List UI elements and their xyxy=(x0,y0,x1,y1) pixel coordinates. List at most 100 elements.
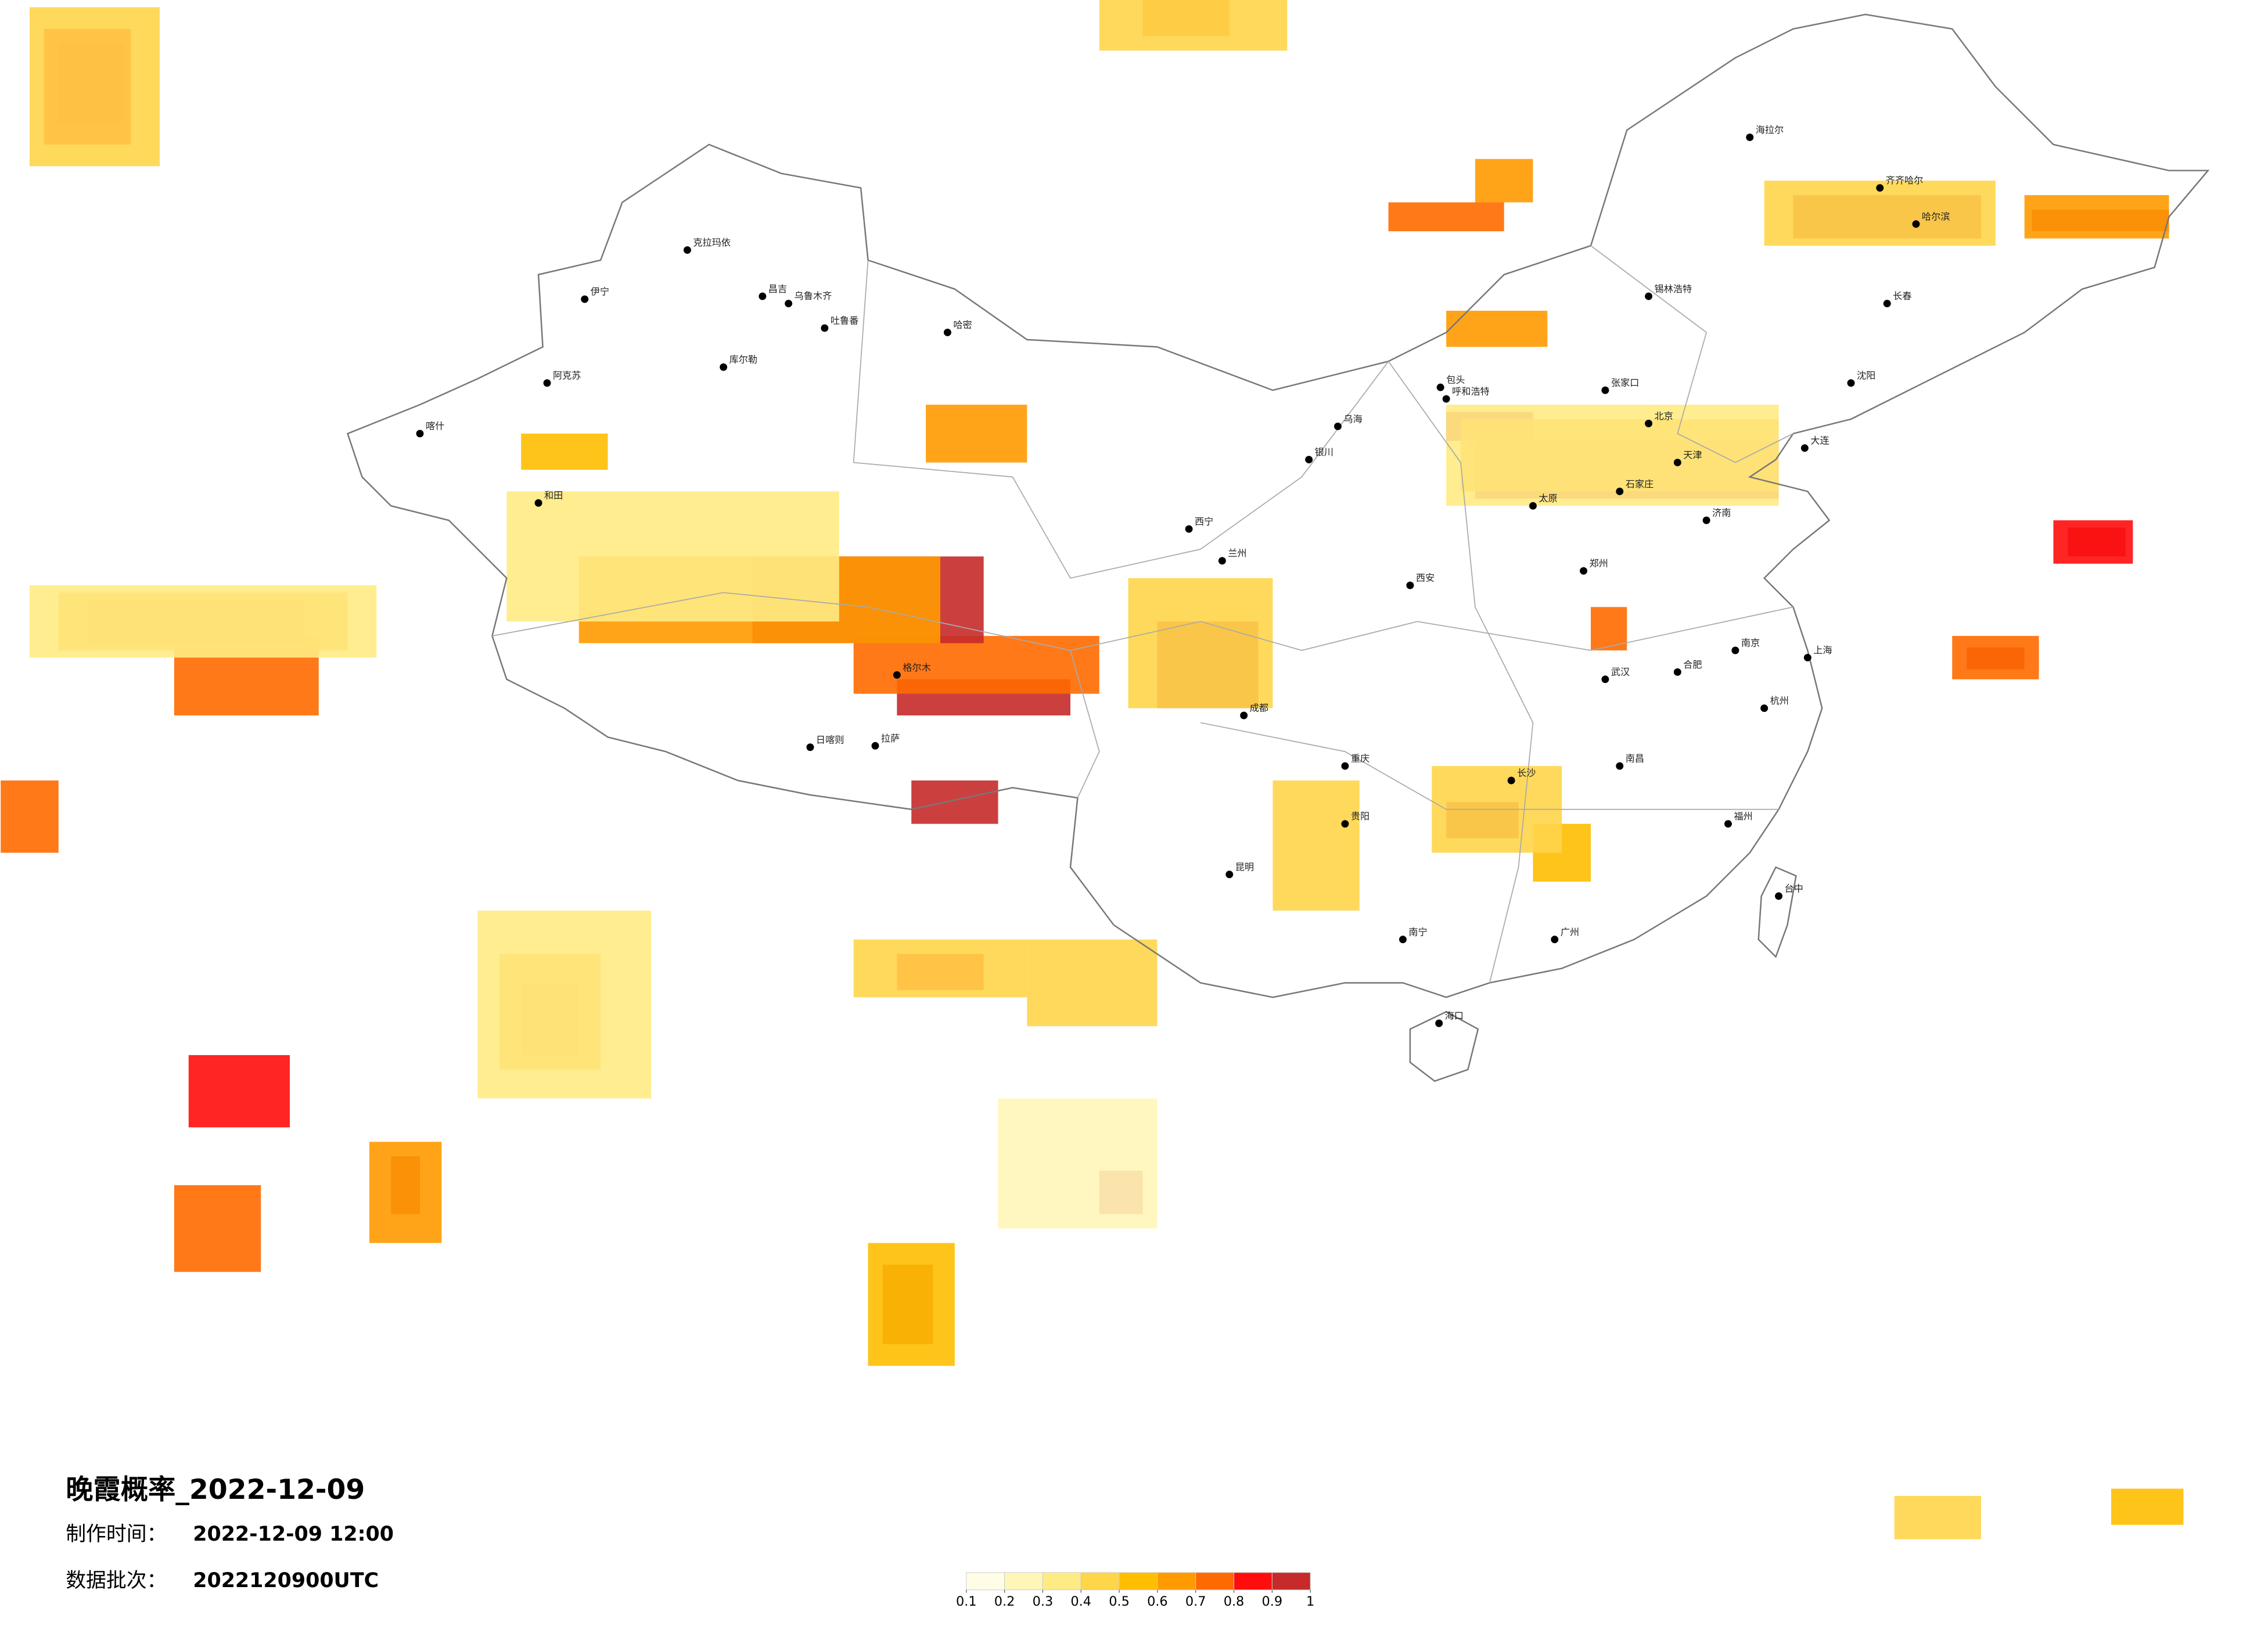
city-dot xyxy=(806,743,814,751)
city-dot xyxy=(416,430,424,438)
colorbar-box xyxy=(1119,1572,1158,1591)
city-dot xyxy=(1803,653,1811,661)
heat-cell xyxy=(1446,404,1779,506)
colorbar-label: 0.5 xyxy=(1109,1594,1130,1609)
colorbar-label: 1 xyxy=(1306,1594,1314,1609)
city-dot xyxy=(683,246,691,254)
city-label: 日喀则 xyxy=(816,734,844,745)
city-label: 南宁 xyxy=(1408,926,1427,937)
city-dot xyxy=(1341,820,1349,828)
colorbar-label: 0.2 xyxy=(994,1594,1015,1609)
heat-cell xyxy=(1475,159,1533,203)
city-label: 上海 xyxy=(1813,645,1832,656)
city-label: 长春 xyxy=(1893,290,1911,301)
city-label: 格尔木 xyxy=(903,662,930,673)
heat-cell xyxy=(853,636,1099,694)
city-label: 阿克苏 xyxy=(553,370,581,381)
city-dot xyxy=(1406,581,1414,589)
city-dot xyxy=(1616,762,1624,770)
city-dot xyxy=(943,328,951,336)
heat-cell xyxy=(2053,520,2133,564)
city-label: 吐鲁番 xyxy=(831,315,858,326)
colorbar-box xyxy=(1157,1572,1196,1591)
legend: 0.1 0.2 0.3 0.4 0.5 0.6 0.7 0.8 0.9 1 xyxy=(956,1572,1314,1609)
city-dot xyxy=(1673,458,1681,466)
country-outline xyxy=(346,13,2210,1082)
city-dot xyxy=(543,379,551,387)
colorbar-label: 0.1 xyxy=(956,1594,977,1609)
heat-cell xyxy=(853,939,1027,998)
taiwan xyxy=(1757,866,1797,958)
city-dot xyxy=(1760,704,1769,713)
heat-cell xyxy=(29,585,377,658)
heat-cell xyxy=(369,1142,442,1243)
colorbar-box xyxy=(1004,1572,1043,1591)
colorbar-box xyxy=(1271,1572,1311,1591)
city-label: 重庆 xyxy=(1351,753,1370,764)
city-dot xyxy=(1912,220,1920,228)
heat-cell xyxy=(174,1185,261,1272)
city-label: 乌海 xyxy=(1343,413,1362,425)
city-label: 贵阳 xyxy=(1351,811,1370,822)
city-dot xyxy=(1218,557,1226,565)
city-label: 长沙 xyxy=(1517,768,1536,779)
city-label: 锡林浩特 xyxy=(1655,283,1692,294)
city-dot xyxy=(1551,936,1559,944)
info-label: 制作时间： xyxy=(66,1523,167,1546)
heat-cell xyxy=(1388,202,1504,232)
city-dot xyxy=(1185,525,1193,533)
colorbar-label: 0.3 xyxy=(1033,1594,1054,1609)
city-dot xyxy=(1775,892,1783,900)
city-dot xyxy=(720,363,728,371)
city-label: 杭州 xyxy=(1770,695,1789,706)
heat-cell xyxy=(911,780,998,824)
heat-cell xyxy=(29,7,160,167)
city-label: 南京 xyxy=(1741,638,1760,649)
city-label: 沈阳 xyxy=(1857,370,1875,381)
heat-cell xyxy=(1590,607,1627,650)
colorbar-box xyxy=(1042,1572,1081,1591)
city-dot xyxy=(1435,1019,1443,1027)
city-dot xyxy=(1883,300,1891,308)
city-dot xyxy=(1580,567,1588,575)
heat-layer xyxy=(1,0,2184,1539)
city-dot xyxy=(1746,133,1754,141)
city-label: 天津 xyxy=(1683,449,1702,461)
heat-cell xyxy=(521,433,608,470)
city-dot xyxy=(1442,395,1450,403)
colorbar-box xyxy=(1080,1572,1120,1591)
province-line xyxy=(1388,361,1534,983)
city-dot xyxy=(1724,820,1732,828)
info-label: 数据批次： xyxy=(66,1569,167,1592)
mainland xyxy=(346,13,2210,998)
colorbar-label: 0.9 xyxy=(1262,1594,1283,1609)
heat-cell xyxy=(1099,0,1288,51)
heat-cell xyxy=(2024,195,2169,239)
city-label: 乌鲁木齐 xyxy=(795,290,832,301)
heat-cell xyxy=(1128,578,1273,708)
city-label: 伊宁 xyxy=(591,286,609,297)
colorbar-box xyxy=(1234,1572,1273,1591)
city-dot xyxy=(1529,502,1537,510)
city-dot xyxy=(759,292,767,300)
city-label: 成都 xyxy=(1250,703,1268,714)
city-label: 拉萨 xyxy=(881,733,900,744)
heat-cell xyxy=(1894,1496,1981,1539)
city-label: 银川 xyxy=(1315,447,1334,458)
province-line xyxy=(1070,606,1793,651)
city-label: 库尔勒 xyxy=(729,354,757,365)
city-dot xyxy=(893,671,901,679)
city-dot xyxy=(1645,419,1653,427)
city-label: 海口 xyxy=(1445,1010,1464,1021)
city-label: 克拉玛依 xyxy=(693,237,731,248)
city-label: 太原 xyxy=(1539,493,1557,504)
province-line xyxy=(1590,245,1793,463)
province-line xyxy=(492,592,1100,798)
city-dot xyxy=(1616,487,1624,495)
city-label: 呼和浩特 xyxy=(1452,386,1490,397)
info-value: 2022-12-09 12:00 xyxy=(193,1523,394,1546)
city-label: 石家庄 xyxy=(1626,479,1654,490)
city-dot xyxy=(1800,444,1809,452)
